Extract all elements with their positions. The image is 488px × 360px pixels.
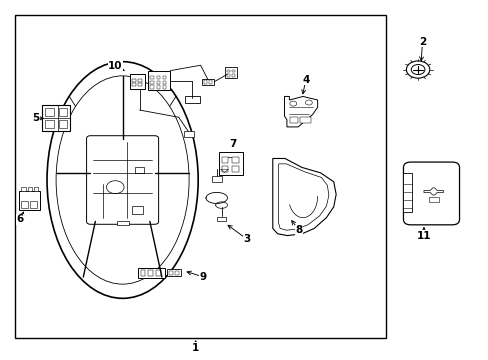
Bar [202,78,214,85]
Bar [232,166,239,172]
Bar [218,152,243,175]
Bar [21,201,28,208]
Bar [216,217,226,221]
Bar [117,221,129,225]
Bar [19,191,40,211]
Text: 8: 8 [295,225,302,235]
Text: 10: 10 [108,61,122,71]
Bar [138,267,164,278]
Bar [163,81,166,84]
Bar [175,271,178,275]
Bar [21,187,25,191]
Bar [226,74,229,77]
Bar [150,76,154,79]
Bar [163,76,166,79]
Bar [231,69,234,72]
Bar [59,121,67,129]
Bar [231,74,234,77]
Bar [167,269,181,276]
Bar [59,108,67,116]
Text: 11: 11 [416,231,430,240]
Bar [428,197,438,202]
Bar [221,166,228,172]
Bar [183,131,194,137]
Bar [130,74,144,89]
Bar [30,201,37,208]
Bar [403,173,411,212]
Bar [232,157,239,163]
Bar [226,69,229,72]
Bar [42,105,70,131]
Bar [157,85,160,89]
Bar [184,96,199,103]
Text: 1: 1 [192,343,199,353]
Bar [44,121,54,129]
Text: 9: 9 [199,272,206,282]
Bar [157,81,160,84]
Text: 2: 2 [418,37,425,47]
Bar [138,78,142,82]
Bar [169,271,172,275]
Bar [132,83,136,86]
Bar [156,270,160,276]
Text: 3: 3 [243,234,250,244]
Bar [132,78,136,82]
Text: 6: 6 [17,215,24,224]
Bar [150,85,154,89]
Bar [135,167,143,173]
Bar [203,80,206,84]
Bar [34,187,38,191]
Bar [148,71,170,90]
Bar [290,117,297,123]
Bar [132,206,143,214]
Bar [138,83,142,86]
Bar [157,76,160,79]
Text: 7: 7 [229,139,236,149]
Bar [44,108,54,116]
Bar [300,117,310,123]
Bar [221,157,228,163]
Bar [141,270,145,276]
Bar [148,270,153,276]
Bar [150,81,154,84]
Text: 5: 5 [32,113,40,123]
Bar [208,80,211,84]
Bar [27,187,32,191]
Bar [224,67,237,78]
Text: 4: 4 [302,75,309,85]
Bar [15,15,385,338]
Bar [211,176,221,182]
Bar [163,85,166,89]
